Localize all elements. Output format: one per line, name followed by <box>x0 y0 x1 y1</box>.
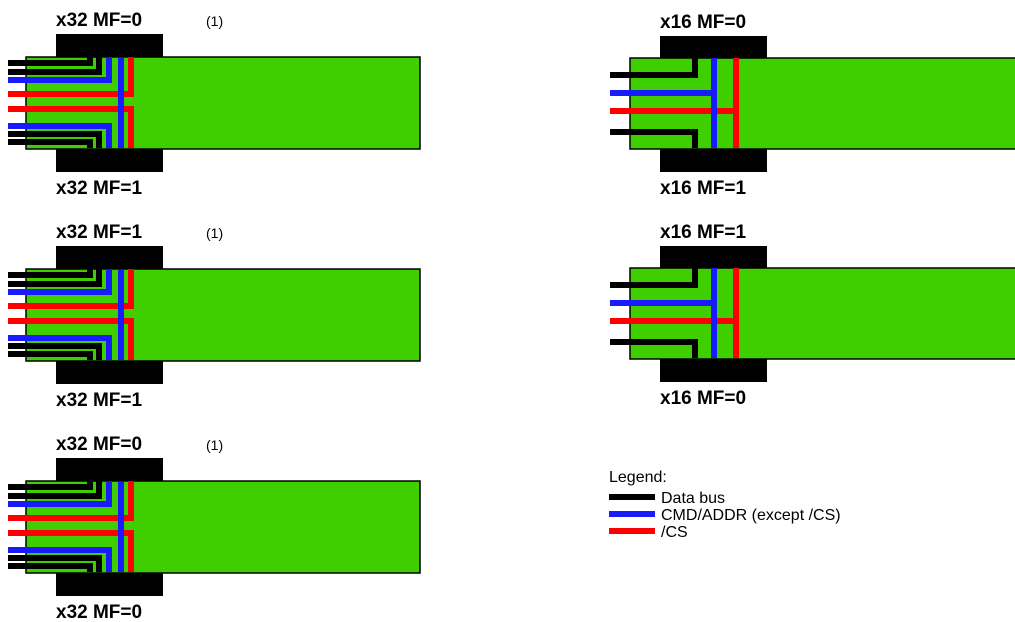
bottom-chip <box>56 360 163 384</box>
data-bus-trace <box>8 481 93 490</box>
cmd-addr-swatch <box>609 511 655 517</box>
data-bus-trace <box>8 269 102 287</box>
cs-trace <box>8 530 134 572</box>
data-bus-trace <box>8 563 93 572</box>
bottom-chip <box>660 148 767 172</box>
cs-trace <box>8 318 134 360</box>
data-bus-trace <box>8 351 93 360</box>
footnote-marker: (1) <box>206 13 223 29</box>
bottom-chip-label: x16 MF=0 <box>660 388 746 409</box>
data-bus-trace <box>610 268 698 288</box>
top-chip-label: x32 MF=1 <box>56 222 143 243</box>
cs-trace <box>8 106 134 148</box>
data-bus-trace <box>8 269 93 278</box>
top-chip-label: x32 MF=0 <box>56 10 142 31</box>
top-chip-label: x32 MF=0 <box>56 434 142 455</box>
legend-title: Legend: <box>609 469 667 486</box>
data-bus-swatch <box>609 494 655 500</box>
data-bus-trace <box>8 555 102 572</box>
module-board <box>629 57 1015 150</box>
cmd-addr-trace <box>8 123 112 148</box>
bottom-chip-label: x32 MF=1 <box>56 178 143 199</box>
module-diagram-x32: x32 MF=0 x32 MF=0 (1) <box>8 434 421 622</box>
cmd-addr-trace <box>8 481 112 507</box>
top-chip <box>660 246 767 270</box>
bottom-chip-label: x32 MF=0 <box>56 602 142 622</box>
bottom-chip-label: x16 MF=1 <box>660 178 747 199</box>
cmd-addr-trace <box>8 57 112 83</box>
cmd-addr-trace <box>8 335 112 360</box>
cmd-addr-trace <box>8 547 112 572</box>
data-bus-trace <box>610 58 698 78</box>
footnote-marker: (1) <box>206 225 223 241</box>
legend-label: CMD/ADDR (except /CS) <box>661 507 841 524</box>
legend-label: /CS <box>661 524 688 541</box>
module-diagram-x32: x32 MF=1 x32 MF=1 (1) <box>8 222 421 411</box>
bottom-chip-label: x32 MF=1 <box>56 390 143 411</box>
cmd-addr-trace <box>8 269 112 295</box>
legend-label: Data bus <box>661 490 725 507</box>
module-diagram-x32: x32 MF=0 x32 MF=1 (1) <box>8 10 421 199</box>
top-chip <box>660 36 767 60</box>
data-bus-trace <box>8 57 102 75</box>
top-chip-label: x16 MF=1 <box>660 222 747 243</box>
bottom-chip <box>56 572 163 596</box>
cs-trace <box>8 57 134 97</box>
bottom-chip <box>56 148 163 172</box>
data-bus-trace <box>610 339 698 358</box>
data-bus-trace <box>8 57 93 66</box>
data-bus-trace <box>8 131 102 148</box>
bottom-chip <box>660 358 767 382</box>
cs-trace <box>8 481 134 521</box>
top-chip <box>56 458 163 482</box>
data-bus-trace <box>8 139 93 148</box>
cs-swatch <box>609 528 655 534</box>
data-bus-trace <box>610 129 698 148</box>
data-bus-trace <box>8 343 102 360</box>
top-chip <box>56 246 163 270</box>
data-bus-trace <box>8 481 102 499</box>
footnote-marker: (1) <box>206 437 223 453</box>
top-chip-label: x16 MF=0 <box>660 12 746 33</box>
module-board <box>629 267 1015 360</box>
module-diagram-x16: x16 MF=1 x16 MF=0 <box>610 222 1015 409</box>
top-chip <box>56 34 163 58</box>
cs-trace <box>8 269 134 309</box>
module-diagram-x16: x16 MF=0 x16 MF=1 <box>610 12 1015 199</box>
